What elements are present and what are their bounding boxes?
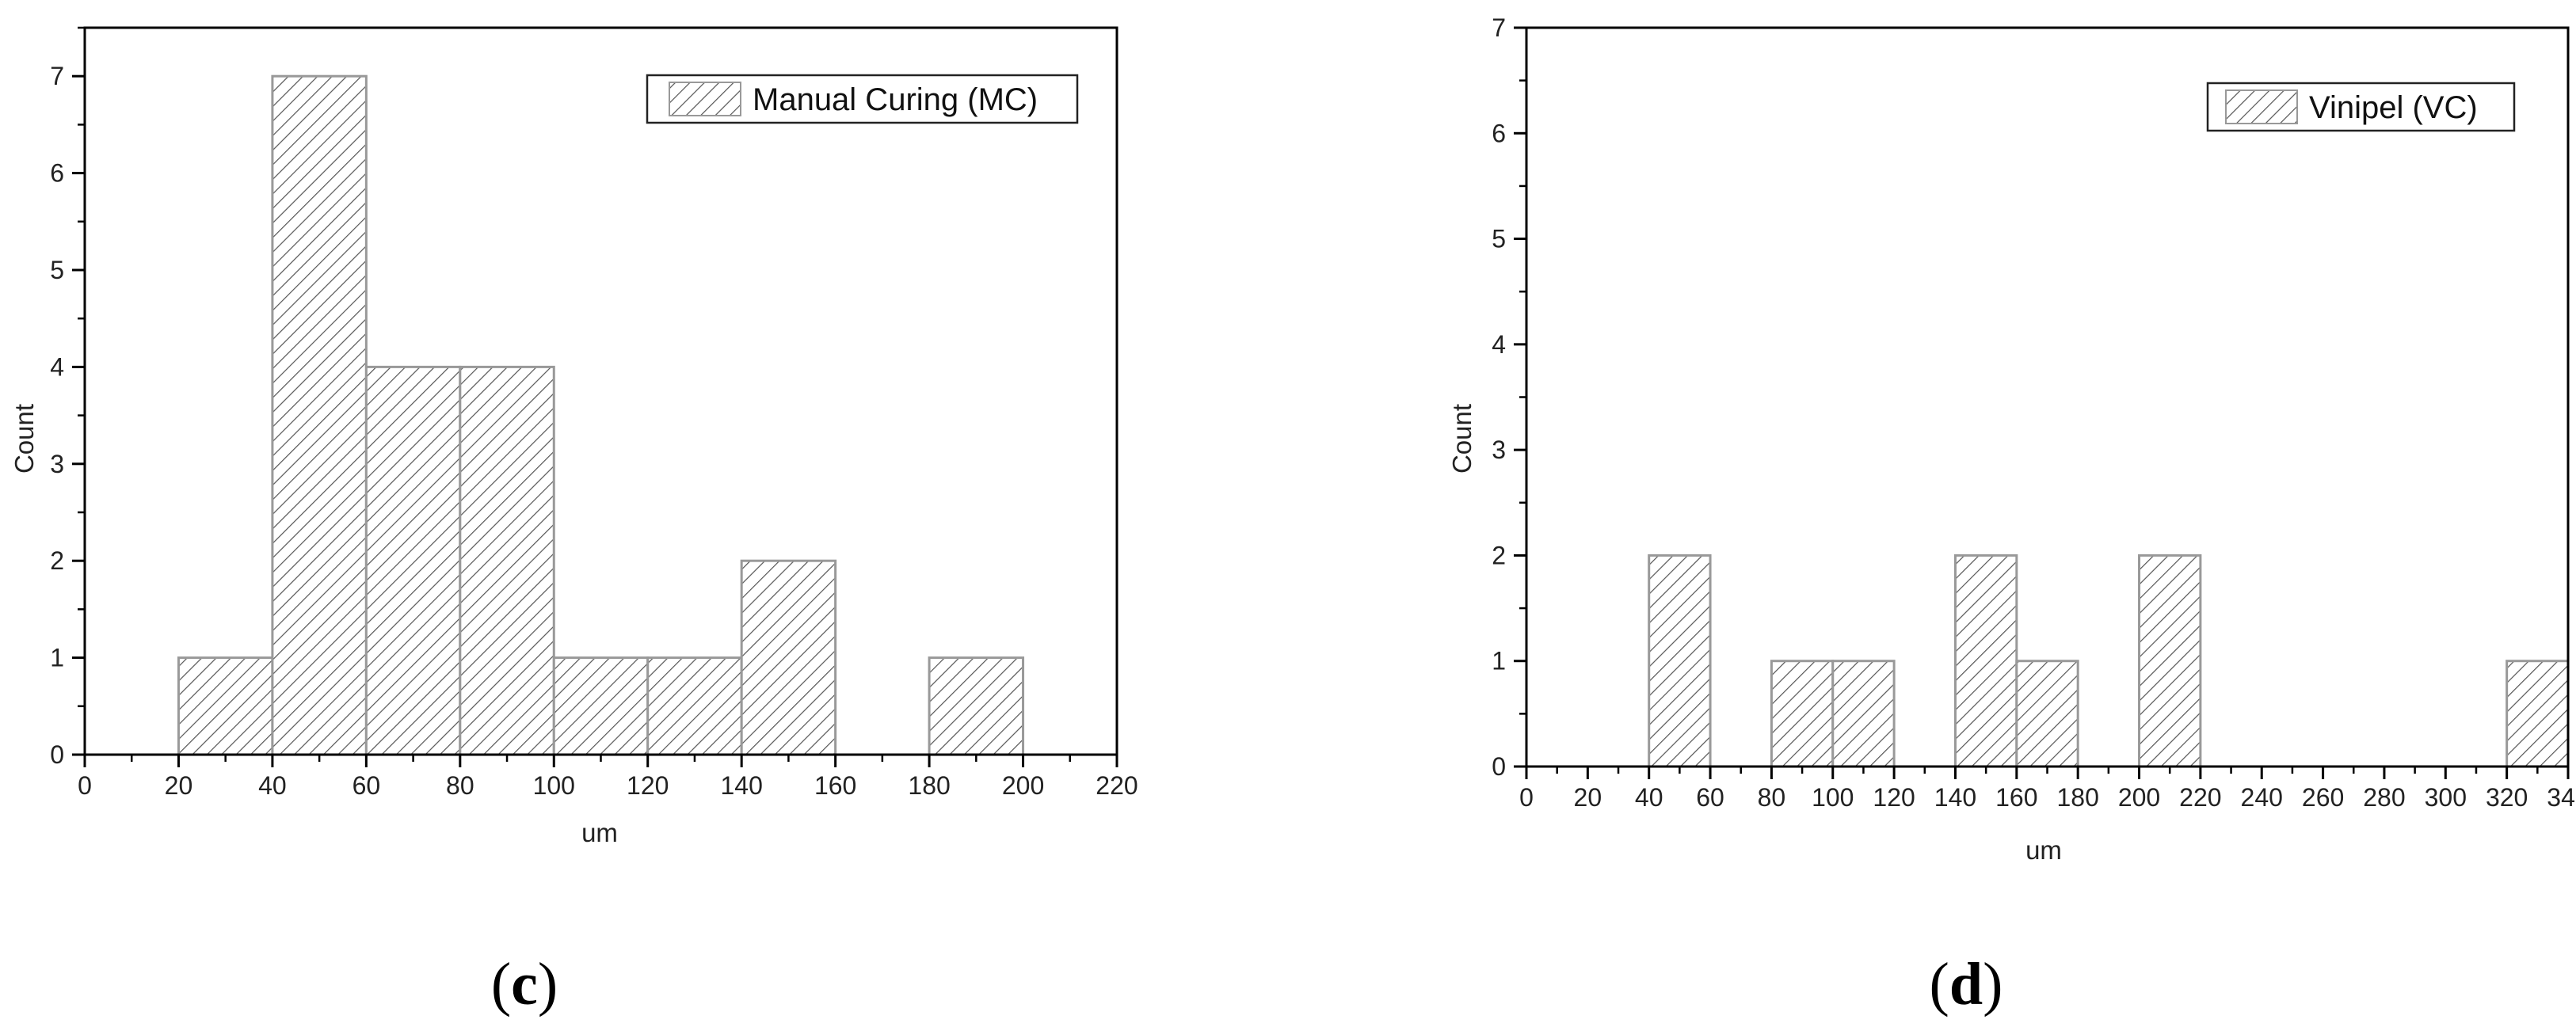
y-tick-label: 7 (1492, 13, 1506, 42)
x-tick-label: 200 (1002, 771, 1044, 800)
x-tick-label: 180 (908, 771, 950, 800)
x-tick-label: 160 (814, 771, 856, 800)
x-tick-label: 80 (1758, 783, 1786, 812)
histogram-bar (1831, 660, 1896, 768)
x-tick-label: 200 (2118, 783, 2160, 812)
x-tick-label: 160 (1995, 783, 2037, 812)
x-tick-label: 220 (1096, 771, 1137, 800)
y-tick-label: 5 (50, 256, 64, 284)
y-tick-label: 3 (1492, 436, 1506, 464)
histogram-bar (2015, 660, 2079, 768)
histogram-bar (1648, 554, 1712, 768)
x-tick-label: 100 (533, 771, 575, 800)
y-tick-label: 4 (50, 352, 64, 381)
panel-label: (d) (1930, 951, 2003, 1018)
histogram-panel-c: 0 20 40 60 80 100 120 140 160 180 200 220 0 1 2 3 4 5 6 7 C… (10, 26, 1138, 1018)
y-axis-title: Count (1447, 404, 1477, 474)
legend: Vinipel (VC) (2206, 82, 2516, 132)
legend-label: Manual Curing (MC) (753, 82, 1038, 117)
x-tick-label: 340 (2547, 783, 2576, 812)
legend-swatch (2225, 89, 2298, 124)
x-tick-label: 80 (446, 771, 474, 800)
x-tick-label: 240 (2241, 783, 2283, 812)
x-tick-label: 60 (1696, 783, 1724, 812)
y-tick-label: 4 (1492, 330, 1506, 359)
y-axis-title: Count (10, 404, 39, 474)
x-tick-label: 100 (1812, 783, 1854, 812)
x-tick-label: 260 (2302, 783, 2344, 812)
x-tick-label: 40 (258, 771, 287, 800)
y-tick-label: 7 (50, 62, 64, 90)
x-tick-label: 140 (1934, 783, 1976, 812)
x-tick-label: 320 (2486, 783, 2528, 812)
legend: Manual Curing (MC) (646, 74, 1079, 124)
y-tick-label: 1 (50, 644, 64, 672)
y-tick-label: 2 (1492, 541, 1506, 569)
x-tick-label: 280 (2363, 783, 2405, 812)
y-tick-label: 6 (1492, 119, 1506, 147)
axes-group: 0 20 40 60 80 100 120 140 160 180 200 220 0 1 2 3 4 5 6 7 (50, 26, 1138, 800)
y-tick-label: 0 (1492, 752, 1506, 781)
x-axis-title: um (581, 818, 618, 847)
histogram-bar (364, 365, 462, 756)
histogram-bar (2138, 554, 2202, 768)
histogram-bar (1770, 660, 1835, 768)
axes-group: 0 20 40 60 80 100 120 140 160 180 200 220 240 260 280 3… (1492, 13, 2576, 812)
histogram-bar (740, 559, 837, 756)
x-axis-title: um (2025, 835, 2062, 865)
histogram-bar (646, 656, 743, 756)
histogram-bar (177, 656, 274, 756)
y-tick-label: 0 (50, 740, 64, 769)
legend-label: Vinipel (VC) (2309, 90, 2478, 125)
x-tick-label: 180 (2056, 783, 2098, 812)
panel-label: (c) (491, 951, 558, 1018)
x-tick-label: 60 (352, 771, 381, 800)
plot-frame (83, 26, 1118, 756)
y-tick-label: 6 (50, 159, 64, 188)
histogram-panel-d: 0 20 40 60 80 100 120 140 160 180 200 220 240 260 280 3… (1447, 13, 2576, 1018)
x-tick-label: 20 (165, 771, 193, 800)
y-tick-label: 2 (50, 546, 64, 575)
x-tick-label: 40 (1635, 783, 1663, 812)
bars-group (1648, 554, 2570, 768)
y-tick-label: 5 (1492, 225, 1506, 253)
x-tick-label: 20 (1574, 783, 1602, 812)
legend-swatch (669, 82, 741, 116)
x-tick-label: 300 (2425, 783, 2467, 812)
x-tick-label: 220 (2179, 783, 2221, 812)
histogram-bar (928, 656, 1025, 756)
y-tick-label: 1 (1492, 647, 1506, 675)
histogram-bar (271, 74, 368, 756)
x-tick-label: 120 (1873, 783, 1915, 812)
histogram-bar (552, 656, 650, 756)
histogram-bar (459, 365, 555, 756)
x-tick-label: 140 (720, 771, 762, 800)
y-tick-label: 3 (50, 450, 64, 478)
x-tick-label: 0 (1519, 783, 1534, 812)
histogram-bar (2506, 660, 2570, 768)
bars-group (177, 74, 1025, 756)
x-tick-label: 0 (78, 771, 92, 800)
histogram-bar (1953, 554, 2018, 768)
x-tick-label: 120 (627, 771, 669, 800)
